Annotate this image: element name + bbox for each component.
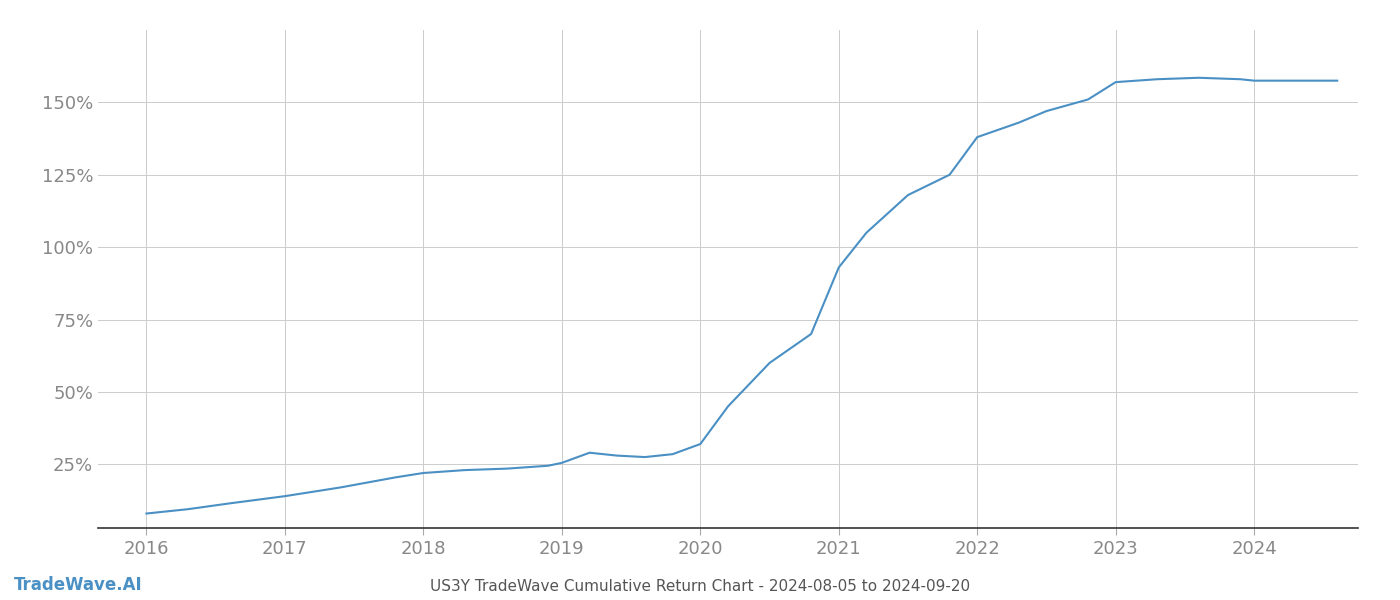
Text: US3Y TradeWave Cumulative Return Chart - 2024-08-05 to 2024-09-20: US3Y TradeWave Cumulative Return Chart -… (430, 579, 970, 594)
Text: TradeWave.AI: TradeWave.AI (14, 576, 143, 594)
